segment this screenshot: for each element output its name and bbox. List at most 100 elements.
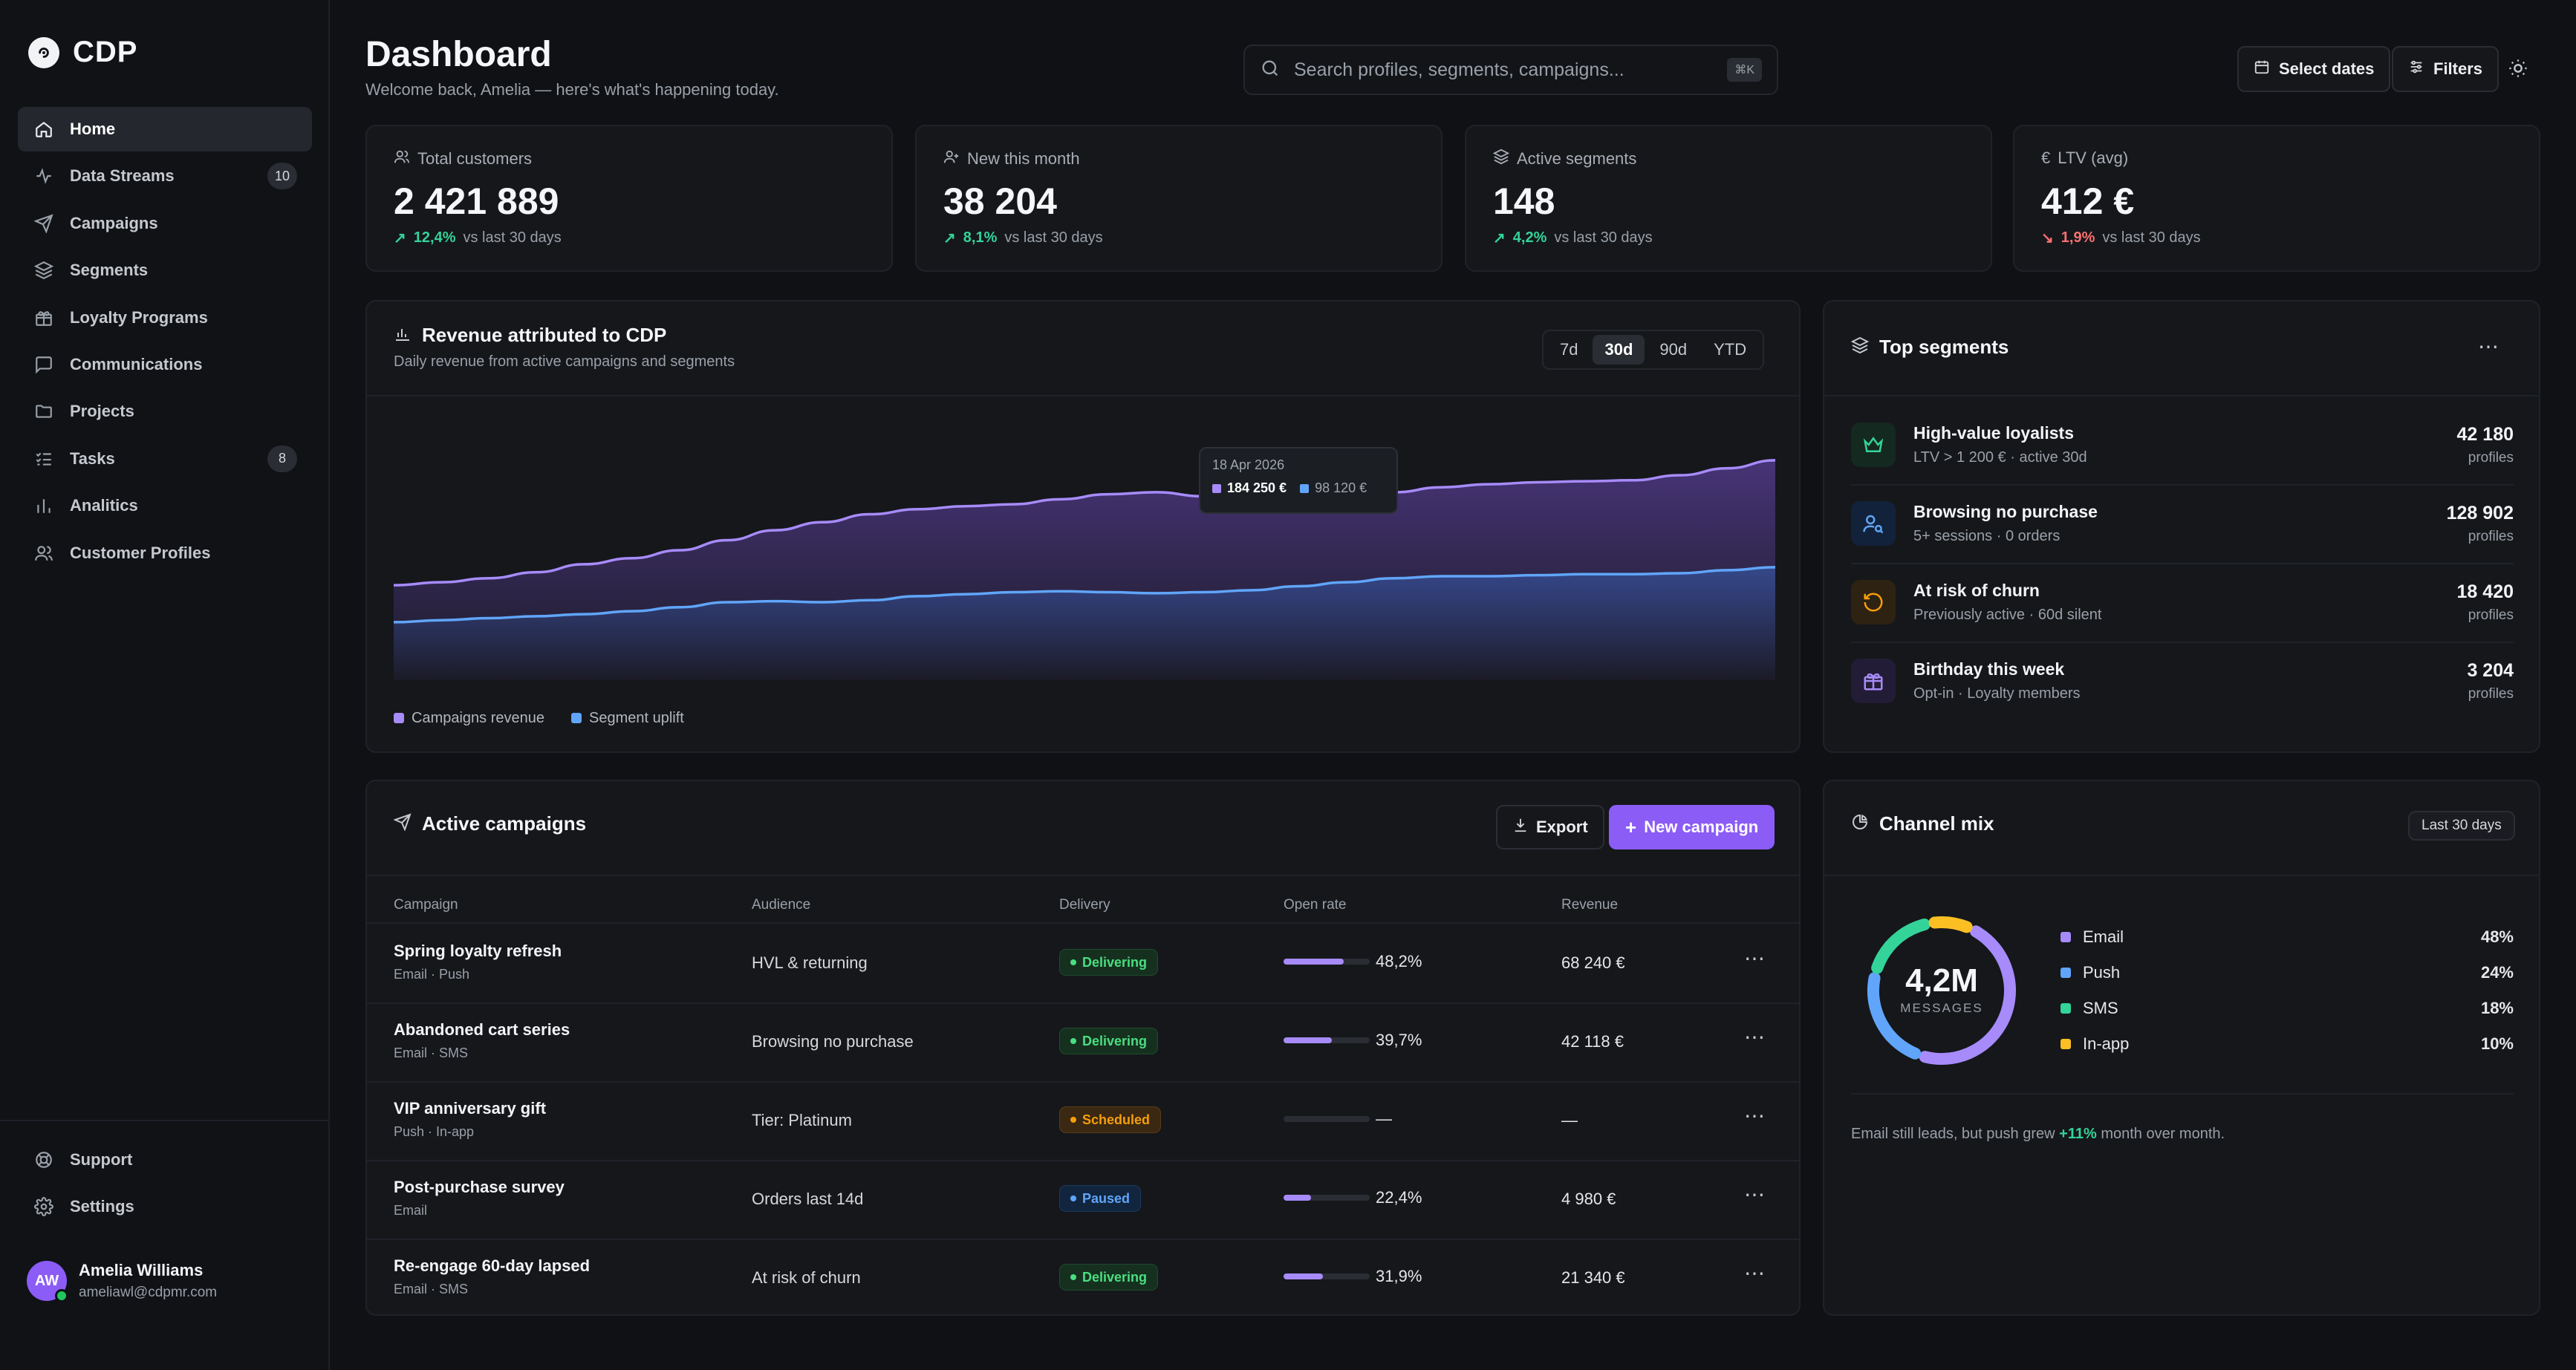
status-badge: Delivering [1059, 949, 1159, 976]
select-dates-label: Select dates [2279, 59, 2375, 78]
legend-item-segment: Segment uplift [571, 710, 684, 727]
table-row[interactable]: Post-purchase survey Email Orders last 14d… [367, 1160, 1802, 1239]
sidebar-item-loyalty-programs[interactable]: Loyalty Programs [18, 296, 312, 340]
page-subtitle: Welcome back, Amelia — here's what's hap… [365, 80, 779, 99]
revenue-cell: 68 240 € [1561, 953, 1625, 972]
donut-slice-push[interactable] [1863, 912, 2020, 1069]
revenue-area-chart[interactable] [394, 405, 1775, 688]
swatch [1212, 484, 1221, 493]
stat-label-text: LTV (avg) [2058, 149, 2129, 167]
more-options-icon[interactable]: ⋯ [1744, 1262, 1766, 1285]
sidebar-item-segments[interactable]: Segments [18, 248, 312, 293]
delta-note: vs last 30 days [1554, 229, 1653, 246]
export-label: Export [1536, 818, 1588, 836]
search-input[interactable] [1294, 59, 1714, 81]
tab-ytd[interactable]: YTD [1714, 340, 1747, 359]
column-header-open-rate[interactable]: Open rate [1284, 897, 1347, 913]
segment-row[interactable]: High-value loyalists LTV > 1 200 € · act… [1851, 405, 2514, 484]
pie-chart-icon [1851, 813, 1869, 835]
column-header-delivery[interactable]: Delivery [1059, 897, 1110, 913]
sidebar-item-label: Data Streams [70, 166, 175, 186]
legend-item-campaigns: Campaigns revenue [394, 710, 544, 727]
campaign-name[interactable]: Spring loyalty refresh [394, 942, 562, 960]
tab-90d[interactable]: 90d [1659, 340, 1688, 359]
open-rate-cell: 31,9% [1284, 1267, 1422, 1286]
donut-slice-sms[interactable] [1863, 912, 2020, 1069]
donut-total-label: MESSAGES [1900, 1001, 1983, 1015]
table-row[interactable]: Re-engage 60-day lapsed Email · SMS At ris… [367, 1239, 1802, 1317]
segment-count: 18 420 [2456, 581, 2514, 602]
sun-icon [2508, 58, 2528, 82]
sidebar-item-projects[interactable]: Projects [18, 389, 312, 434]
column-header-audience[interactable]: Audience [752, 897, 811, 913]
channel-pct: 24% [2480, 963, 2514, 982]
filter-icon [2408, 59, 2424, 79]
tooltip-date: 18 Apr 2026 [1212, 457, 1285, 472]
sidebar-item-label: Projects [70, 402, 134, 421]
legend-label: Campaigns revenue [412, 710, 544, 726]
segment-name: At risk of churn [1913, 581, 2040, 600]
sidebar-item-data-streams[interactable]: Data Streams 10 [18, 154, 312, 198]
campaign-name[interactable]: Re-engage 60-day lapsed [394, 1256, 591, 1275]
revenue-cell: 21 340 € [1561, 1268, 1625, 1287]
tab-30d[interactable]: 30d [1593, 335, 1645, 365]
more-options-icon[interactable]: ⋯ [2478, 335, 2499, 358]
segment-count-block: 3 204 profiles [2467, 660, 2514, 702]
period-tag[interactable]: Last 30 days [2408, 811, 2515, 841]
tooltip-campaigns: 184 250 € [1212, 480, 1287, 496]
sidebar-item-label: Home [70, 120, 116, 138]
campaign-name[interactable]: VIP anniversary gift [394, 1099, 547, 1118]
search-box[interactable]: ⌘K [1243, 45, 1778, 95]
more-options-icon[interactable]: ⋯ [1744, 1183, 1766, 1206]
segment-row[interactable]: Browsing no purchase 5+ sessions · 0 ord… [1851, 484, 2514, 563]
tooltip-segment-value: 98 120 € [1315, 480, 1367, 495]
sidebar-item-customer-profiles[interactable]: Customer Profiles [18, 531, 312, 575]
stat-value: 38 204 [943, 180, 1057, 222]
channel-mix-donut[interactable] [1863, 912, 2020, 1069]
more-options-icon[interactable]: ⋯ [1744, 1025, 1766, 1048]
theme-toggle-button[interactable] [2502, 53, 2534, 86]
sidebar-item-home[interactable]: Home [18, 107, 312, 151]
header-divider [367, 922, 1799, 924]
sidebar-item-campaigns[interactable]: Campaigns [18, 201, 312, 246]
sidebar-item-settings[interactable]: Settings [18, 1184, 312, 1229]
campaign-name[interactable]: Post-purchase survey [394, 1178, 565, 1196]
table-row[interactable]: VIP anniversary gift Push · In-app Tier: P… [367, 1081, 1802, 1160]
channel-label: SMS [2083, 999, 2118, 1017]
status-label: Paused [1082, 1190, 1131, 1206]
online-status-dot [55, 1289, 68, 1302]
count-badge: 10 [267, 163, 297, 190]
sidebar-item-analitics[interactable]: Analitics [18, 483, 312, 528]
stat-card-total-customers: Total customers 2 421 889 ↗ 12,4% vs las… [365, 125, 893, 272]
status-label: Delivering [1082, 954, 1148, 970]
select-dates-button[interactable]: Select dates [2237, 46, 2391, 92]
table-row[interactable]: Abandoned cart series Email · SMS Browsing… [367, 1002, 1802, 1081]
open-rate-value: — [1376, 1109, 1392, 1128]
channel-row-push: Push 24% [2061, 955, 2514, 991]
user-profile[interactable]: AW Amelia Williams ameliawl@cdpmr.com [27, 1261, 217, 1302]
tab-7d[interactable]: 7d [1560, 340, 1578, 359]
donut-slice-email[interactable] [1863, 912, 2020, 1069]
segment-row[interactable]: At risk of churn Previously active · 60d… [1851, 563, 2514, 642]
sidebar-item-tasks[interactable]: Tasks 8 [18, 437, 312, 481]
gear-icon [33, 1196, 55, 1218]
filters-button[interactable]: Filters [2392, 46, 2499, 92]
sidebar-item-communications[interactable]: Communications [18, 342, 312, 387]
more-options-icon[interactable]: ⋯ [1744, 1104, 1766, 1127]
sidebar-item-support[interactable]: Support [18, 1138, 312, 1182]
campaign-name[interactable]: Abandoned cart series [394, 1020, 570, 1039]
export-button[interactable]: Export [1496, 805, 1604, 849]
segment-row[interactable]: Birthday this week Opt-in · Loyalty memb… [1851, 642, 2514, 720]
column-header-revenue[interactable]: Revenue [1561, 897, 1619, 913]
more-options-icon[interactable]: ⋯ [1744, 947, 1766, 970]
trend-up-icon: ↗ [394, 230, 406, 247]
brand-logo[interactable]: CDP [28, 36, 137, 69]
new-campaign-button[interactable]: + New campaign [1609, 805, 1775, 849]
swatch [1300, 484, 1310, 493]
top-segments-card: Top segments ⋯ High-value loyalists LTV … [1823, 300, 2540, 753]
open-rate-bar [1284, 1116, 1370, 1122]
column-header-campaign[interactable]: Campaign [394, 897, 458, 913]
table-row[interactable]: Spring loyalty refresh Email · Push HVL & … [367, 924, 1802, 1002]
trend-up-icon: ↗ [943, 230, 956, 247]
tooltip-campaigns-value: 184 250 € [1227, 480, 1287, 495]
